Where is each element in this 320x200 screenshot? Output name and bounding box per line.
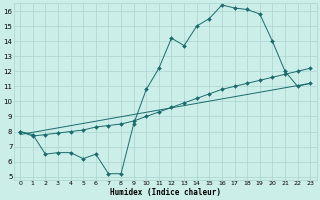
X-axis label: Humidex (Indice chaleur): Humidex (Indice chaleur): [110, 188, 221, 197]
